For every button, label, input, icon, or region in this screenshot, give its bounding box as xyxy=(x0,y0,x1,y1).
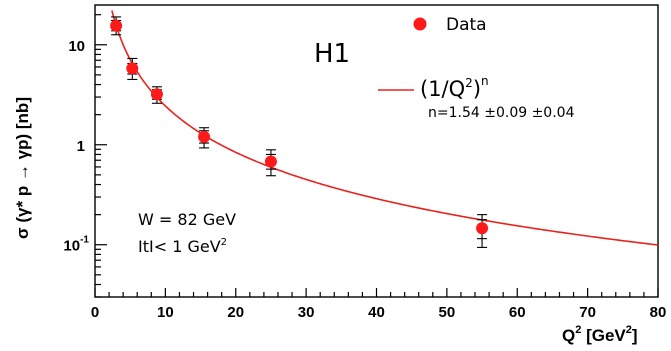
y-axis-title: σ (γ* p → γp) [nb] xyxy=(13,97,32,239)
x-tick-label: 40 xyxy=(368,304,385,321)
x-axis-title-sup: 2 xyxy=(575,324,581,336)
x-axis-title-q: Q xyxy=(562,326,575,345)
x-axis-title-unit-close: ] xyxy=(632,326,638,345)
x-axis-title-unit: [GeV xyxy=(581,326,626,345)
experiment-label: H1 xyxy=(314,39,350,69)
y-tick-label-exp: -1 xyxy=(80,235,89,246)
data-point xyxy=(476,222,489,235)
data-point xyxy=(150,88,163,101)
x-tick-label: 20 xyxy=(227,304,244,321)
legend-fit-sup: 2 xyxy=(465,76,473,90)
x-axis-title-unit-sup: 2 xyxy=(626,324,632,336)
data-point xyxy=(126,62,139,75)
data-point xyxy=(198,130,211,143)
legend-fit-exp: n xyxy=(481,74,489,88)
x-tick-label: 50 xyxy=(439,304,456,321)
x-tick-label: 0 xyxy=(91,304,99,321)
x-tick-label: 70 xyxy=(579,304,596,321)
y-tick-label: 1 xyxy=(77,138,85,155)
y-tick-label: 10 xyxy=(68,38,85,55)
x-axis-title: Q2 [GeV2] xyxy=(562,324,638,345)
x-tick-label: 60 xyxy=(509,304,526,321)
condition-w: W = 82 GeV xyxy=(138,210,236,229)
legend-fit-close: ) xyxy=(473,77,481,101)
data-point xyxy=(264,155,277,168)
legend-fit-result: n=1.54 ±0.09 ±0.04 xyxy=(428,105,575,121)
x-tick-label: 30 xyxy=(298,304,315,321)
legend-fit-main: (1/Q xyxy=(420,77,465,101)
legend: Data (1/Q2)n n=1.54 ±0.09 ±0.04 xyxy=(378,15,575,121)
x-tick-label: 80 xyxy=(650,304,667,321)
legend-fit-label: (1/Q2)n xyxy=(420,74,489,101)
legend-data-label: Data xyxy=(446,15,487,35)
legend-data-marker xyxy=(413,17,427,31)
condition-t: ItI< 1 GeV2 xyxy=(138,237,227,256)
y-tick-label-base: 10 xyxy=(63,238,80,255)
x-axis-ticks: 0 10 20 30 40 50 60 70 80 xyxy=(91,288,667,321)
condition-t-sup: 2 xyxy=(221,237,227,248)
data-point xyxy=(110,19,123,32)
condition-t-main: ItI< 1 GeV xyxy=(138,237,221,256)
x-tick-label: 10 xyxy=(157,304,174,321)
y-tick-label: 10-1 xyxy=(63,235,89,255)
data-points xyxy=(110,16,489,248)
